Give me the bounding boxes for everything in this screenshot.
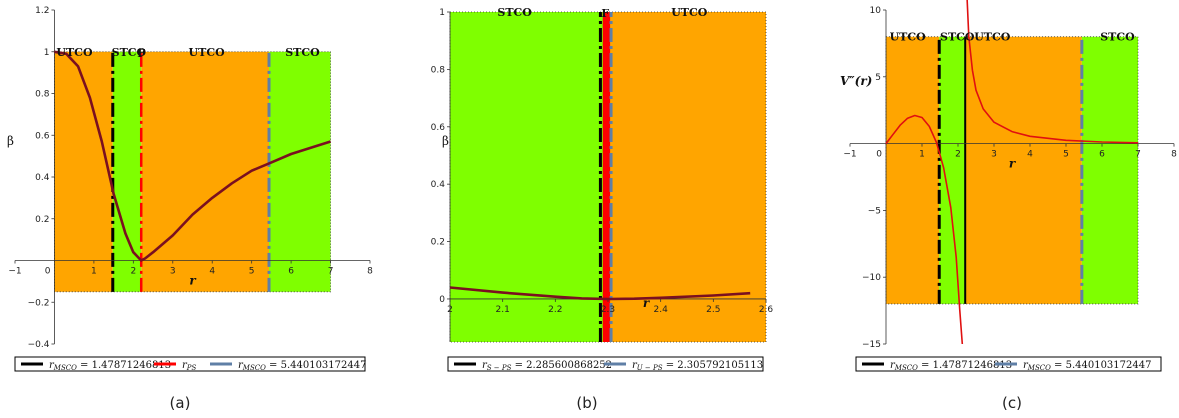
x-tick-label: −1 [843,150,856,160]
marker-label: F [137,47,145,60]
legend-box [14,356,366,372]
region-label: UTCO [189,46,226,59]
y-tick-label: 0.2 [35,215,49,225]
y-tick-label: 0 [439,295,445,305]
x-tick-label: 2.3 [601,305,615,315]
series-line-0 [885,114,964,345]
x-tick-label: 7 [328,267,334,277]
legend-label-2: rMSCO = 5.440103172447 [238,360,366,372]
legend-label-1: rU − PS = 2.305792105113 [632,360,763,372]
x-tick-label: 6 [288,267,294,277]
region-3 [1081,36,1138,304]
x-tick-label: −1 [8,267,21,277]
region-label: UTCO [890,31,927,44]
y-tick-label: −0.4 [28,340,50,350]
y-axis-label: β [442,134,449,148]
x-tick-label: 8 [1171,150,1177,160]
region-border [885,36,1139,305]
x-tick-label: 2 [130,267,136,277]
region-label: UTCO [974,31,1011,44]
panel-caption: (c) [1002,394,1022,412]
y-tick-label: −0.2 [28,298,50,308]
y-tick-label: 0.4 [431,180,446,190]
region-1 [605,12,766,342]
x-tick-label: 1 [919,150,925,160]
legend-label-1: rPS [182,360,196,372]
x-tick-label: 7 [1135,150,1141,160]
origin-label: 0 [876,150,882,160]
region-label: UTCO [671,6,708,19]
legend-label-0: rS − PS = 2.285600868252 [482,360,612,372]
x-tick-label: 1 [91,267,97,277]
panel-caption: (b) [576,394,597,412]
region-label: STCO [112,46,147,59]
region-0 [450,12,606,342]
x-axis-label: r [643,296,651,310]
region-label: UTCO [56,46,93,59]
y-axis-label: V″(r) [840,74,872,88]
region-label: STCO [497,6,532,19]
x-axis-label: r [189,274,197,288]
region-0 [886,36,940,304]
legend-label-1: rMSCO = 5.440103172447 [1023,360,1151,372]
x-tick-label: 2.1 [496,305,510,315]
region-3 [269,51,331,292]
series-line-0 [449,286,751,301]
x-tick-label: 2.5 [706,305,720,315]
x-tick-label: 4 [209,267,215,277]
y-tick-label: 0.2 [431,238,445,248]
marker-label: F [601,7,609,20]
chart-panel-b: 2 2.1 2.2 2.3 2.4 2.5 2.6 0 0.2 0.4 0.6 0.8 1 STCO UTC… [431,6,774,412]
y-tick-label: −10 [862,273,881,283]
y-tick-label: 0.6 [35,131,50,141]
x-tick-label: 2.4 [654,305,669,315]
legend: rMSCO = 1.47871246813 rPS rMSCO = 5.440103… [14,356,366,372]
y-tick-label: 5 [875,73,881,83]
x-tick-label: 2.2 [548,305,562,315]
x-tick-label: 5 [249,267,255,277]
y-tick-label: 1 [44,48,50,58]
y-tick-label: −15 [862,340,881,350]
x-tick-label: 2.6 [759,305,774,315]
region-0 [54,51,113,292]
x-tick-label: 4 [1027,150,1033,160]
series-line-1 [966,0,1139,144]
y-tick-label: 0.6 [431,123,446,133]
chart-panel-a: −1 1 2 3 4 5 6 7 8 −0.4 −0.2 0.2 0.4 0.6 0.8 1 1.2 0 UTCO S… [7,6,373,412]
region-1 [939,36,966,304]
x-tick-label: 3 [991,150,997,160]
y-axis-label: β [7,134,14,148]
y-tick-label: 1 [439,8,445,18]
x-tick-label: 6 [1099,150,1105,160]
x-tick-label: 3 [170,267,176,277]
legend-label-0: rMSCO = 1.47871246813 [49,360,171,372]
y-tick-label: 10 [870,6,882,16]
x-tick-label: 2 [447,305,453,315]
y-tick-label: 0.8 [431,65,446,75]
x-tick-label: 8 [367,267,373,277]
series-line-0 [54,50,331,262]
region-2 [965,36,1082,304]
x-tick-label: 2 [955,150,961,160]
region-label: STCO [940,31,975,44]
y-tick-label: 0.8 [35,90,50,100]
x-tick-label: 5 [1063,150,1069,160]
panel-caption: (a) [170,394,191,412]
y-tick-label: 0.4 [35,173,50,183]
legend: rS − PS = 2.285600868252 rU − PS = 2.3057… [447,356,764,372]
photon-sphere-band [602,12,611,342]
region-label: STCO [1100,31,1135,44]
y-tick-label: 1.2 [35,6,49,16]
x-axis-label: r [1009,157,1017,171]
y-tick-label: −5 [868,206,881,216]
region-label: STCO [285,46,320,59]
legend: rMSCO = 1.47871246813 rMSCO = 5.440103172… [855,356,1162,372]
origin-label: 0 [45,267,51,277]
region-1 [112,51,142,292]
legend-label-0: rMSCO = 1.47871246813 [890,360,1012,372]
